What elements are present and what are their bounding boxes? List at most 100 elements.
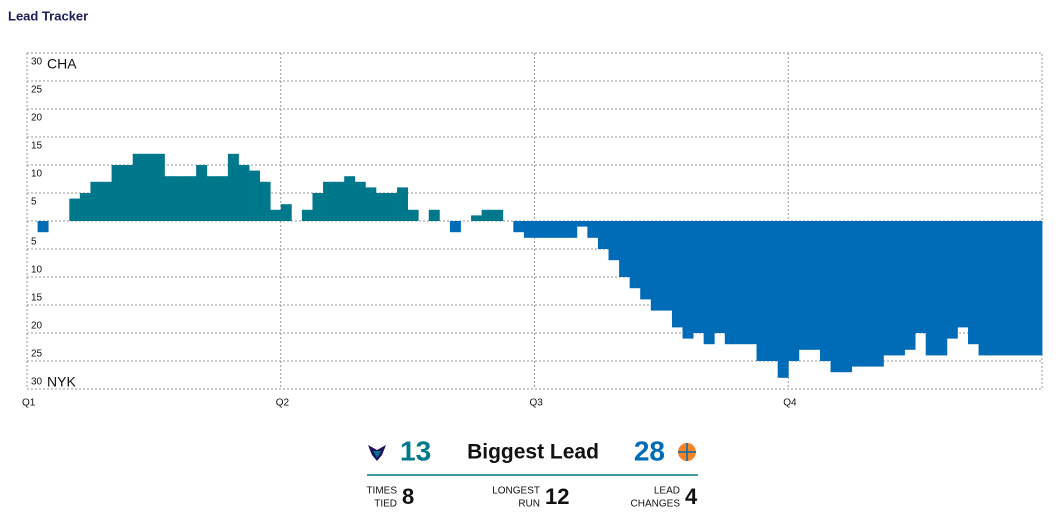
lead-bar <box>862 221 874 367</box>
lead-bar <box>989 221 1001 356</box>
cha-logo <box>368 445 386 461</box>
lead-bar <box>830 221 842 373</box>
lead-bar <box>777 221 789 378</box>
lead-bar <box>249 170 261 221</box>
lead-bar <box>523 221 535 238</box>
stat-label: CHANGES <box>631 499 681 510</box>
lead-bar <box>851 221 863 367</box>
lead-bar <box>79 193 91 221</box>
lead-bar <box>745 221 757 345</box>
y-tick-label: 20 <box>31 113 43 124</box>
y-tick-label: 5 <box>31 237 37 248</box>
lead-bar <box>946 221 958 339</box>
y-tick-label: 15 <box>31 293 43 304</box>
lead-bar <box>597 221 609 249</box>
lead-bar <box>883 221 895 356</box>
lead-bar <box>978 221 990 356</box>
stat-label: LONGEST <box>492 486 540 497</box>
lead-bar <box>841 221 853 373</box>
lead-bar <box>904 221 916 350</box>
lead-bar <box>164 176 176 221</box>
lead-bar <box>608 221 620 261</box>
lead-bar <box>555 221 567 238</box>
lead-bar <box>661 221 673 311</box>
lead-bar <box>513 221 525 233</box>
y-tick-label: 30 <box>31 57 43 68</box>
lead-bar <box>471 215 483 221</box>
lead-bar <box>238 165 250 221</box>
lead-bar <box>650 221 662 311</box>
lead-bar <box>143 153 155 221</box>
biggest-lead-label: Biggest Lead <box>467 441 599 464</box>
lead-bar <box>344 176 356 221</box>
lead-bar <box>386 193 398 221</box>
lead-bar <box>449 221 461 233</box>
lead-bar <box>788 221 800 361</box>
y-tick-label: 15 <box>31 141 43 152</box>
chart-title: Lead Tracker <box>8 8 88 23</box>
lead-bar <box>809 221 821 350</box>
lead-bar <box>375 193 387 221</box>
lead-bar <box>153 153 165 221</box>
stat-label: TIED <box>374 499 397 510</box>
lead-bar <box>999 221 1011 356</box>
lead-bar <box>925 221 937 356</box>
y-tick-label: 25 <box>31 85 43 96</box>
lead-bar <box>206 176 218 221</box>
stat-label: TIMES <box>366 486 397 497</box>
lead-bar <box>798 221 810 350</box>
y-tick-label: 30 <box>31 377 43 388</box>
lead-bar <box>185 176 197 221</box>
team-label: CHA <box>47 56 77 72</box>
x-tick-label: Q1 <box>22 398 36 409</box>
lead-bar <box>756 221 768 361</box>
lead-bar <box>323 181 335 221</box>
lead-bar <box>576 221 588 227</box>
lead-bar <box>101 181 112 221</box>
lead-bar <box>132 153 144 221</box>
lead-bar <box>566 221 578 238</box>
lead-bar <box>767 221 779 361</box>
lead-bar <box>1031 221 1043 356</box>
lead-bar <box>587 221 599 238</box>
lead-bar <box>1020 221 1032 356</box>
lead-bar <box>640 221 652 300</box>
lead-bar <box>819 221 831 361</box>
y-tick-label: 5 <box>31 197 37 208</box>
x-tick-label: Q2 <box>276 398 290 409</box>
stat-label: RUN <box>518 499 540 510</box>
lead-bar <box>714 221 726 333</box>
lead-bar <box>217 176 229 221</box>
lead-bar <box>196 165 208 221</box>
lead-bar <box>936 221 948 356</box>
lead-bar <box>872 221 884 367</box>
lead-bar <box>915 221 927 333</box>
y-tick-label: 25 <box>31 349 43 360</box>
stat-label: LEAD <box>654 486 680 497</box>
lead-bar <box>492 209 504 221</box>
lead-bar <box>629 221 641 289</box>
lead-bar <box>682 221 694 339</box>
lead-bar <box>703 221 715 345</box>
x-tick-label: Q3 <box>530 398 544 409</box>
lead-bar <box>333 181 345 221</box>
lead-bar <box>90 181 102 221</box>
biggest-lead-value: 13 <box>400 435 431 466</box>
stat-value: 4 <box>685 484 698 509</box>
lead-bar <box>693 221 705 333</box>
lead-bar <box>893 221 905 356</box>
lead-bar <box>967 221 979 345</box>
lead-bar <box>1010 221 1022 356</box>
lead-bar <box>175 176 186 221</box>
lead-bar <box>671 221 683 328</box>
lead-bar <box>407 209 419 221</box>
lead-bar <box>481 209 493 221</box>
biggest-lead-value: 28 <box>634 435 665 466</box>
lead-bar <box>122 165 134 221</box>
lead-bar <box>735 221 747 345</box>
x-tick-label: Q4 <box>783 398 797 409</box>
lead-bar <box>354 181 366 221</box>
y-tick-label: 10 <box>31 265 43 276</box>
lead-bar <box>270 209 282 221</box>
